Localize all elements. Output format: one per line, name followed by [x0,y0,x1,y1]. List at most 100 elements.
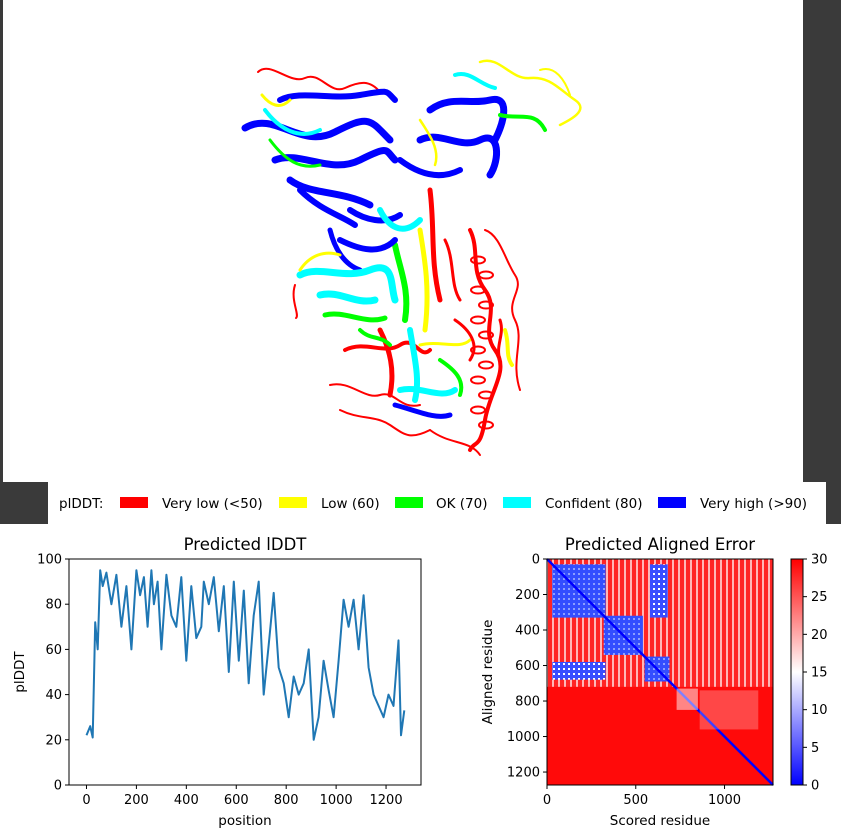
pae-y-tick-label: 1000 [507,730,540,745]
pae-y-tick-label: 400 [515,624,540,639]
protein-ribbon-segment [453,318,476,362]
plddt-axes-frame [68,558,422,786]
pae-y-tick-label: 0 [532,553,540,568]
protein-helix-turn [478,420,494,430]
plddt-legend: plDDT: Very low (<50) Low (60) OK (70) C… [59,496,807,512]
plddt-series-line [85,569,406,741]
protein-helix-turn [478,330,494,340]
protein-ribbon-segment [407,327,421,403]
plddt-x-tick-label: 400 [174,793,199,808]
pae-heatmap [546,558,774,786]
protein-ribbon-segment [418,338,472,347]
protein-ribbon-segment [498,113,547,132]
legend-panel [48,482,826,524]
protein-ribbon-segment [297,187,358,228]
protein-ribbon-segment [438,358,464,397]
legend-label-very-low: Very low (<50) [162,496,263,512]
legend-label-very-high: Very high (>90) [700,496,807,512]
plddt-y-tick-label: 80 [45,598,62,613]
pae-x-tick-label: 500 [623,793,648,808]
plddt-y-tick-label: 60 [45,643,62,658]
plddt-x-tick-label: 800 [274,793,299,808]
plddt-y-tick-label: 20 [45,733,62,748]
legend-swatch-very-high [658,497,686,508]
protein-helix-turn [470,255,486,265]
colorbar-tick-label: 30 [811,553,828,568]
protein-ribbon-segment [343,340,432,355]
protein-ribbon-segment [377,327,395,398]
protein-ribbon-segment [417,227,430,333]
protein-helix-turn [470,285,486,295]
colorbar-tick-label: 20 [811,628,828,643]
protein-ribbon-segment [453,72,497,90]
plddt-x-tick-label: 600 [224,793,249,808]
protein-helix-turn [478,300,494,310]
pae-x-tick-label: 1000 [708,793,741,808]
legend-swatch-confident [503,497,531,508]
structure-panel [3,0,803,482]
pae-blue-block [649,564,668,618]
protein-ribbon-segment [263,108,322,136]
plddt-x-label: position [218,813,271,829]
pae-x-label: Scored residue [610,813,710,829]
protein-ribbon-segment [468,228,503,452]
protein-ribbon-segment [296,264,399,304]
protein-helix-turn [470,375,486,385]
plddt-y-tick-label: 0 [54,779,62,794]
protein-ribbon-segment [316,290,379,305]
protein-ribbon-segment [286,176,374,209]
plddt-y-tick-label: 40 [45,688,62,703]
plddt-x-tick-label: 0 [82,793,90,808]
legend-swatch-very-low [120,497,148,508]
pae-chart: Predicted Aligned Error 0 500 100002004006… [480,535,828,829]
pae-x-tick-label: 0 [543,793,551,808]
pae-axes-frame [546,558,774,786]
colorbar-tick-label: 25 [811,590,828,605]
pae-y-tick-label: 600 [515,659,540,674]
colorbar-tick-label: 15 [811,666,828,681]
pae-colorbar [790,558,804,786]
protein-ribbon-segment [497,318,503,362]
legend-label-ok: OK (70) [436,496,487,512]
pae-axes: 0 500 1000 0 200 400 600 800 1000 1200 [507,553,741,809]
protein-ribbon-segment [427,187,443,303]
protein-ribbon-segment [377,207,423,232]
protein-ribbon-segment [241,117,394,144]
protein-helix-turn [478,270,494,280]
legend-label-low: Low (60) [321,496,380,512]
protein-ribbon-segment [257,67,381,93]
protein-helix-turn [478,360,494,370]
protein-ribbon-segment [484,229,521,391]
protein-ribbon-segment [268,138,322,168]
protein-ribbon-segment [392,402,453,419]
plddt-y-tick-label: 100 [37,553,62,568]
legend-title: plDDT: [59,496,103,512]
colorbar-tick-label: 0 [811,779,819,794]
protein-ribbon-segment [539,68,571,96]
protein-ribbon-segment [416,133,501,179]
protein-helix-turn [478,390,494,400]
protein-ribbon-segment [358,328,392,347]
legend-swatch-low [279,497,307,508]
plddt-chart-title: Predicted lDDT [184,535,308,554]
plddt-chart: Predicted lDDT 0 200 400 600 800 1000 1200 0 20 4… [12,535,422,829]
protein-ribbon-segment [429,429,481,456]
colorbar-tick-label: 5 [811,741,819,756]
protein-ribbon-segment [271,147,399,169]
legend-swatch-ok [395,497,423,508]
legend-label-confident: Confident (80) [545,496,642,512]
plddt-x-tick-label: 1000 [320,793,353,808]
plddt-y-label: plDDT [12,651,28,693]
pae-y-label: Aligned residue [480,620,496,725]
protein-ribbon-segment [337,237,398,253]
protein-ribbon-segment [478,59,582,127]
protein-ribbon-segment [322,311,388,323]
protein-ribbon-segment [426,95,508,144]
pae-diagonal [546,558,774,786]
pae-white-patch [699,690,759,730]
protein-helix-turn [470,345,486,355]
protein-ribbon-segment [397,385,458,397]
pae-white-patch [676,688,698,710]
protein-ribbon-segment [260,93,292,107]
